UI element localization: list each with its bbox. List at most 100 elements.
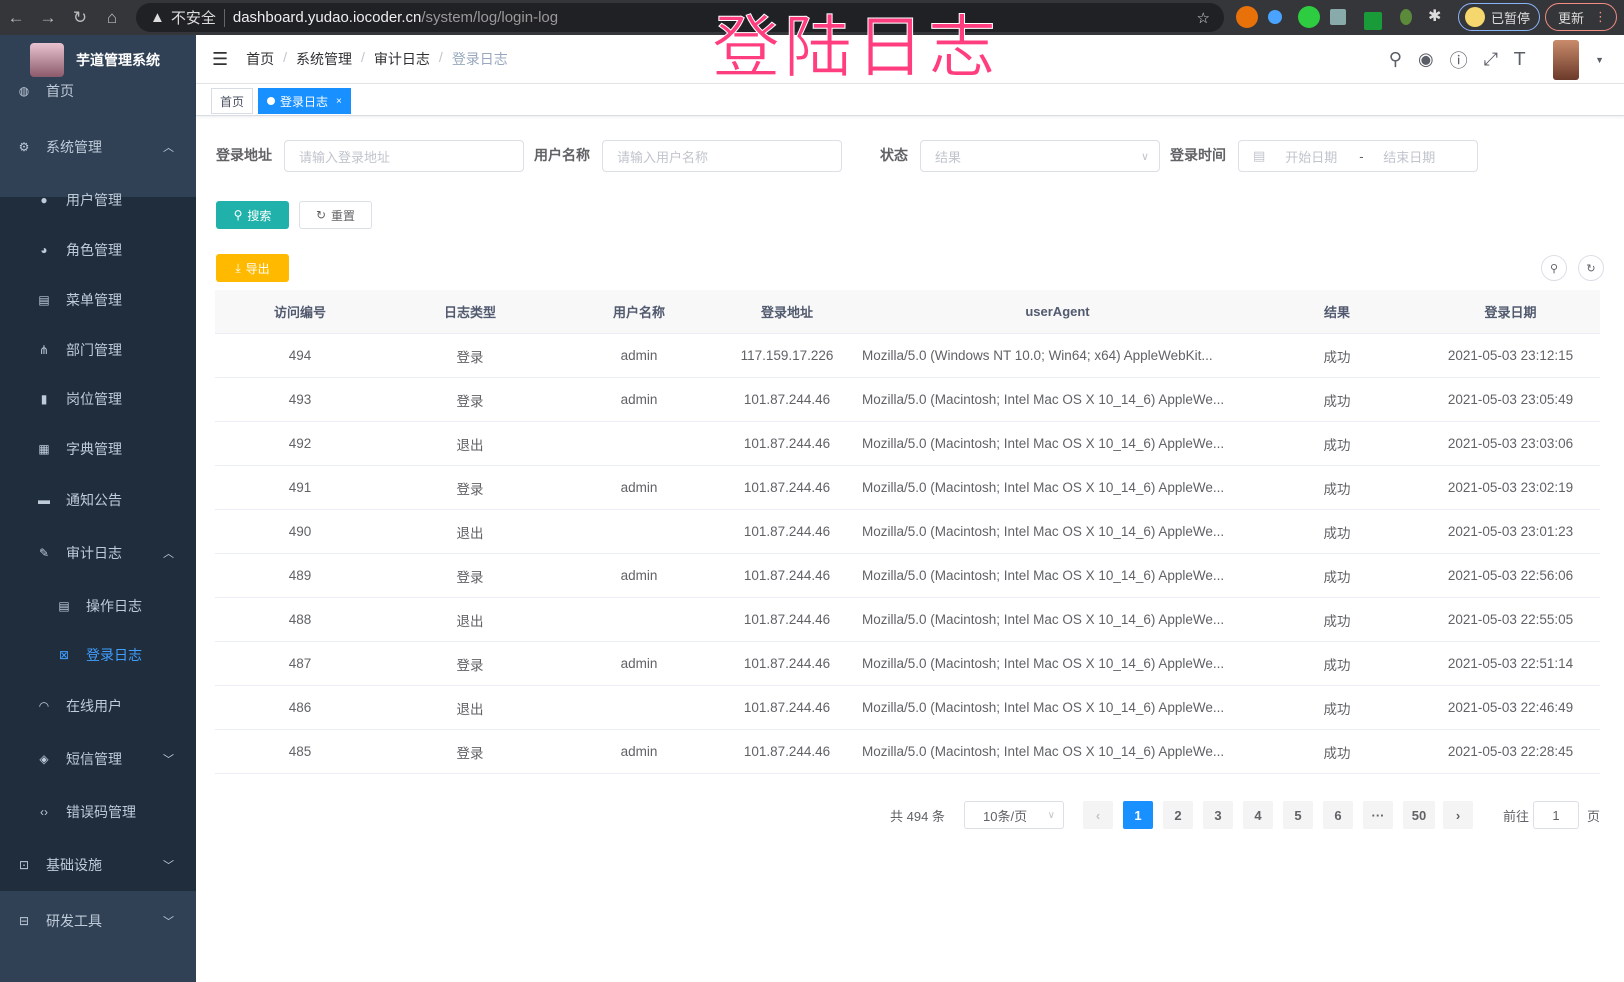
ip-input[interactable]: 请输入登录地址 xyxy=(284,140,524,172)
sidebar-item[interactable]: ⊟ 研发工具 ﹀ xyxy=(0,899,196,943)
table-cell: Mozilla/5.0 (Macintosh; Intel Mac OS X 1… xyxy=(862,436,1225,451)
github-icon[interactable]: ◉ xyxy=(1417,49,1434,69)
table-row[interactable]: 488 退出 101.87.244.46 Mozilla/5.0 (Macintosh… xyxy=(215,598,1600,642)
refresh-icon: ↻ xyxy=(315,208,327,222)
refresh-table-button[interactable]: ↻ xyxy=(1578,255,1604,281)
chevron-up-icon: ︿ xyxy=(163,548,174,560)
sidebar-item[interactable]: ● 用户管理 xyxy=(0,178,196,222)
table-cell: 登录 xyxy=(456,569,484,585)
caret-down-icon[interactable]: ▼ xyxy=(1595,54,1604,65)
sidebar-item[interactable]: ▤ 操作日志 xyxy=(0,584,196,628)
search-button[interactable]: ⚲ 搜索 xyxy=(216,201,289,229)
end-date-input[interactable]: 结束日期 xyxy=(1383,149,1436,165)
extension-icon[interactable] xyxy=(1268,10,1282,24)
sidebar-item[interactable]: ✎ 审计日志 ︿ xyxy=(0,531,196,575)
sidebar-item[interactable]: ▦ 字典管理 xyxy=(0,427,196,471)
reset-button[interactable]: ↻ 重置 xyxy=(299,201,372,229)
chevron-down-icon: ∨ xyxy=(1047,809,1055,821)
page-button[interactable]: 6 xyxy=(1323,801,1353,829)
sidebar-item[interactable]: ▬ 通知公告 xyxy=(0,478,196,522)
sidebar-item[interactable]: ◈ 短信管理 ﹀ xyxy=(0,737,196,781)
export-button[interactable]: ⤓ 导出 xyxy=(216,254,289,282)
bookmark-star-icon[interactable]: ☆ xyxy=(1196,9,1210,27)
profile-paused-button[interactable]: 已暂停 xyxy=(1458,3,1540,31)
extension-icon[interactable] xyxy=(1298,6,1320,28)
puzzle-icon[interactable]: ✱ xyxy=(1428,8,1442,25)
start-date-input[interactable]: 开始日期 xyxy=(1285,149,1338,165)
goto-value: 1 xyxy=(1552,807,1560,823)
sidebar-item[interactable]: ‹› 错误码管理 xyxy=(0,790,196,834)
table-row[interactable]: 491 登录 admin 101.87.244.46 Mozilla/5.0 (Maci… xyxy=(215,466,1600,510)
update-button[interactable]: 更新 ⋮ xyxy=(1545,3,1617,31)
app-logo[interactable]: 芋道管理系统 xyxy=(30,43,160,77)
close-icon[interactable]: × xyxy=(336,95,342,107)
help-icon[interactable]: ⓘ xyxy=(1449,50,1468,71)
table-cell: Mozilla/5.0 (Macintosh; Intel Mac OS X 1… xyxy=(862,744,1225,759)
page-button[interactable]: 5 xyxy=(1283,801,1313,829)
font-size-icon[interactable]: ꓔ xyxy=(1514,49,1526,69)
table-row[interactable]: 485 登录 admin 101.87.244.46 Mozilla/5.0 (Maci… xyxy=(215,730,1600,774)
address-bar[interactable]: ▲ 不安全 dashboard.yudao.iocoder.cn/system/… xyxy=(136,3,1224,32)
sidebar-item[interactable]: ◍ 首页 xyxy=(0,69,196,113)
sidebar-item[interactable]: ⊡ 基础设施 ﹀ xyxy=(0,843,196,887)
date-range-picker[interactable]: ▤ 开始日期 - 结束日期 xyxy=(1238,140,1478,172)
table-cell: 成功 xyxy=(1323,393,1351,409)
monitor-icon: ⊡ xyxy=(18,858,30,872)
page-button[interactable]: 3 xyxy=(1203,801,1233,829)
page-button[interactable]: 4 xyxy=(1243,801,1273,829)
breadcrumb-item[interactable]: 审计日志 xyxy=(373,51,430,67)
sidebar-item-label: 通知公告 xyxy=(66,492,122,508)
sidebar-item[interactable]: ⋔ 部门管理 xyxy=(0,328,196,372)
next-page-button[interactable]: › xyxy=(1443,801,1473,829)
table-row[interactable]: 490 退出 101.87.244.46 Mozilla/5.0 (Macintosh… xyxy=(215,510,1600,554)
forward-icon[interactable]: → xyxy=(39,7,57,27)
table-row[interactable]: 492 退出 101.87.244.46 Mozilla/5.0 (Macintosh… xyxy=(215,422,1600,466)
extension-icon[interactable] xyxy=(1330,9,1346,25)
table-row[interactable]: 486 退出 101.87.244.46 Mozilla/5.0 (Macintosh… xyxy=(215,686,1600,730)
username-input[interactable]: 请输入用户名称 xyxy=(602,140,842,172)
table-row[interactable]: 487 登录 admin 101.87.244.46 Mozilla/5.0 (Maci… xyxy=(215,642,1600,686)
toggle-search-button[interactable]: ⚲ xyxy=(1541,255,1567,281)
sidebar-item[interactable]: ⊠ 登录日志 xyxy=(0,633,196,677)
logininfor-icon: ⊠ xyxy=(58,648,70,662)
table-cell: admin xyxy=(620,348,658,363)
sidebar-item[interactable]: ◠ 在线用户 xyxy=(0,684,196,728)
sidebar-item[interactable]: ▮ 岗位管理 xyxy=(0,377,196,421)
page-button[interactable]: 2 xyxy=(1163,801,1193,829)
sidebar-item-label: 错误码管理 xyxy=(66,804,136,820)
prev-page-button[interactable]: ‹ xyxy=(1083,801,1113,829)
extension-icon[interactable] xyxy=(1236,6,1258,28)
table-cell: admin xyxy=(620,392,658,407)
username-placeholder: 请输入用户名称 xyxy=(617,149,709,165)
login-log-table: 访问编号 日志类型 用户名称 登录地址 userAgent 结果 登录日期 494 登录 adm… xyxy=(215,290,1600,774)
goto-page-input[interactable]: 1 xyxy=(1533,801,1579,829)
column-header: 登录日期 xyxy=(1484,305,1537,320)
page-size-select[interactable]: 10条/页 ∨ xyxy=(964,801,1064,829)
reload-icon[interactable]: ↻ xyxy=(72,7,88,27)
breadcrumb-item[interactable]: 系统管理 xyxy=(296,51,353,67)
table-row[interactable]: 493 登录 admin 101.87.244.46 Mozilla/5.0 (Maci… xyxy=(215,378,1600,422)
page-button[interactable]: 50 xyxy=(1403,801,1435,829)
status-select[interactable]: 结果 ∨ xyxy=(920,140,1160,172)
page-button[interactable]: ··· xyxy=(1363,801,1393,829)
table-row[interactable]: 489 登录 admin 101.87.244.46 Mozilla/5.0 (Maci… xyxy=(215,554,1600,598)
breadcrumb-item[interactable]: 首页 xyxy=(246,51,275,67)
page-button[interactable]: 1 xyxy=(1123,801,1153,829)
tag-login-log[interactable]: 登录日志 × xyxy=(258,88,351,114)
hamburger-icon[interactable]: ☰ xyxy=(212,48,229,69)
table-row[interactable]: 494 登录 admin 117.159.17.226 Mozilla/5.0 (Win… xyxy=(215,334,1600,378)
tag-home[interactable]: 首页 xyxy=(211,88,254,114)
extension-icon[interactable] xyxy=(1400,9,1412,25)
url-host: dashboard.yudao.iocoder.cn xyxy=(232,9,422,26)
active-dot-icon xyxy=(267,97,275,105)
search-icon[interactable]: ⚲ xyxy=(1388,49,1402,69)
sidebar-item[interactable]: ⚙ 系统管理 ︿ xyxy=(0,125,196,169)
home-icon[interactable]: ⌂ xyxy=(106,7,118,27)
table-cell: 2021-05-03 23:05:49 xyxy=(1447,392,1574,407)
extension-icon[interactable] xyxy=(1364,12,1382,30)
sidebar-item[interactable]: ◕ 角色管理 xyxy=(0,228,196,272)
back-icon[interactable]: ← xyxy=(7,7,25,27)
sidebar-item[interactable]: ▤ 菜单管理 xyxy=(0,278,196,322)
avatar[interactable] xyxy=(1553,39,1580,80)
fullscreen-icon[interactable]: ⤢ xyxy=(1483,49,1499,69)
